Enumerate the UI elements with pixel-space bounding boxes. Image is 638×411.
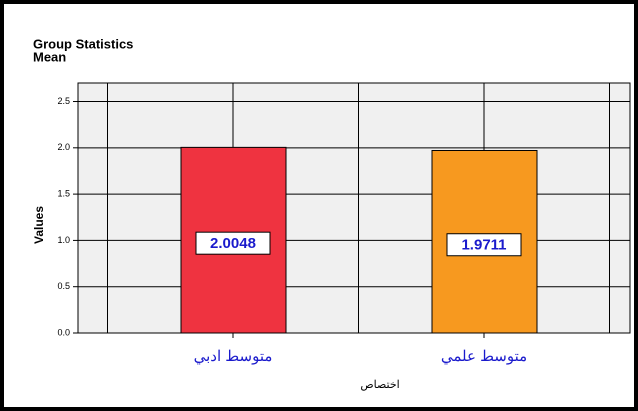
y-tick-label: 2.0: [57, 142, 70, 152]
data-label: 1.9711: [461, 237, 506, 254]
chart-subtitle: Mean: [33, 49, 66, 64]
chart-title: Group Statistics: [33, 36, 133, 51]
y-tick-label: 0.5: [57, 281, 70, 291]
y-tick-label: 0.0: [57, 327, 70, 337]
y-tick-label: 2.5: [57, 96, 70, 106]
data-label-box: [446, 233, 522, 257]
x-axis-label: اختصاص: [360, 379, 399, 391]
data-label-box: [195, 231, 271, 255]
x-tick-label: متوسط علمي: [441, 348, 527, 365]
y-tick-label: 1.5: [57, 188, 70, 198]
x-tick-label: متوسط ادبي: [194, 348, 273, 365]
data-label: 2.0048: [210, 235, 256, 252]
y-axis-label: Values: [32, 206, 46, 244]
y-tick-label: 1.0: [57, 235, 70, 245]
plot-area: [77, 82, 631, 334]
